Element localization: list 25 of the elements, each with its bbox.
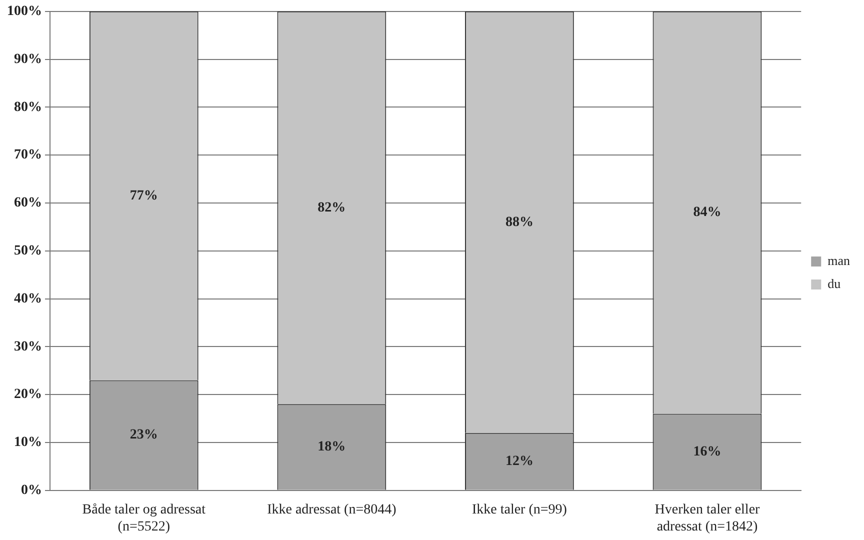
data-label: 16%: [693, 444, 722, 460]
y-tick-label: 90%: [14, 52, 42, 67]
y-tick-label: 50%: [14, 244, 42, 259]
legend-label: du: [828, 276, 842, 291]
data-label: 12%: [505, 454, 534, 470]
data-label: 18%: [318, 440, 346, 455]
y-tick-label: 20%: [14, 387, 42, 402]
y-tick-label: 40%: [14, 291, 42, 306]
y-tick-label: 10%: [14, 435, 42, 450]
y-tick-label: 100%: [7, 4, 42, 20]
y-tick-label: 60%: [14, 196, 42, 211]
x-tick-label: Ikke taler (n=99): [472, 502, 568, 518]
data-label: 82%: [318, 200, 346, 216]
x-tick-label: Både taler og adressat (n=5522): [82, 502, 206, 534]
y-tick-label: 80%: [14, 100, 42, 115]
y-tick-label: 0%: [21, 483, 42, 498]
data-label: 88%: [505, 214, 534, 230]
data-label: 23%: [130, 428, 158, 443]
x-tick-label: Hverken taler eller adressat (n=1842): [654, 502, 760, 534]
y-tick-label: 70%: [14, 148, 42, 163]
x-tick-label: Ikke adressat (n=8044): [267, 502, 397, 518]
data-label: 84%: [693, 205, 722, 220]
legend-label: man: [828, 252, 850, 268]
y-tick-label: 30%: [14, 339, 42, 354]
data-label: 77%: [130, 188, 158, 204]
